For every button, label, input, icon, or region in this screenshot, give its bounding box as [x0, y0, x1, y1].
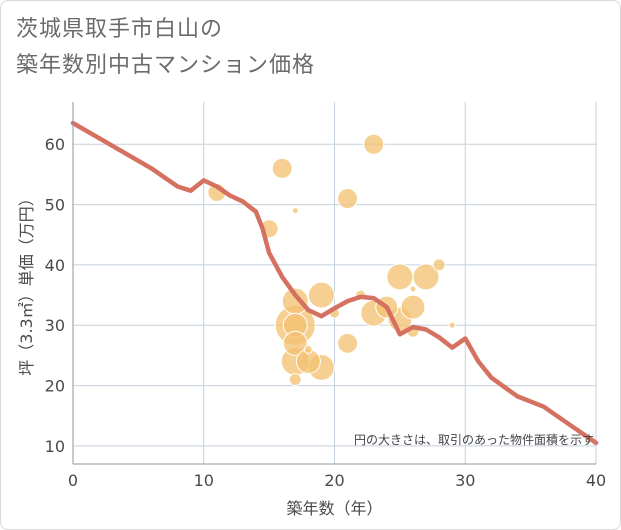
x-tick-label: 20 — [324, 471, 344, 490]
data-point — [409, 285, 417, 293]
data-point — [291, 207, 299, 215]
x-tick-label: 0 — [68, 471, 78, 490]
data-point — [303, 344, 313, 354]
data-point — [271, 157, 293, 179]
data-point — [412, 263, 440, 291]
data-point — [337, 188, 359, 210]
y-tick-label: 20 — [45, 377, 65, 396]
y-tick-label: 30 — [45, 316, 65, 335]
trend-line-layer — [70, 120, 599, 446]
data-point — [400, 294, 426, 320]
chart-title-line2: 築年数別中古マンション価格 — [16, 53, 316, 78]
y-axis-label: 坪（3.3㎡）単価（万円） — [17, 190, 36, 375]
bubble-size-note: 円の大きさは、取引のあった物件面積を示す — [354, 432, 594, 447]
data-point — [307, 281, 335, 309]
data-point — [448, 321, 456, 329]
data-point — [288, 373, 302, 387]
chart-title-line1: 茨城県取手市白山の — [16, 17, 224, 42]
data-point — [337, 332, 359, 354]
y-tick-label: 50 — [45, 196, 65, 215]
bubble-layer — [207, 133, 456, 387]
y-tick-label: 40 — [45, 256, 65, 275]
data-point — [432, 258, 446, 272]
x-tick-label: 30 — [455, 471, 475, 490]
data-point — [363, 133, 385, 155]
y-tick-label: 60 — [45, 135, 65, 154]
data-point — [386, 263, 414, 291]
data-point — [282, 330, 308, 356]
chart-title: 茨城県取手市白山の 築年数別中古マンション価格 — [16, 12, 315, 84]
x-tick-label: 10 — [194, 471, 214, 490]
x-tick-label: 40 — [586, 471, 606, 490]
series-line — [70, 120, 599, 446]
grid-lines — [72, 102, 597, 464]
y-tick-label: 10 — [45, 437, 65, 456]
x-axis-label: 築年数（年） — [286, 499, 382, 518]
